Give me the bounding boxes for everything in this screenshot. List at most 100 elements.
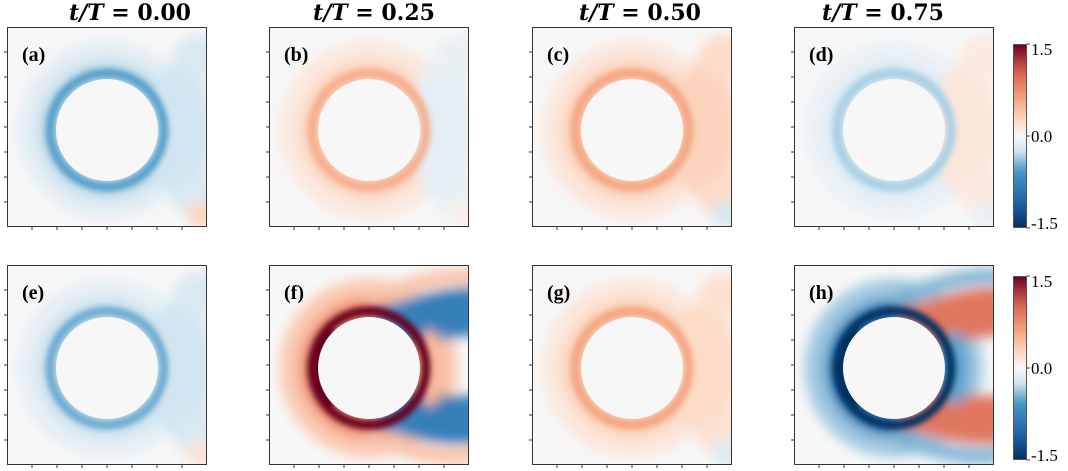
wake-upper-lobe	[894, 287, 994, 350]
panel-field	[794, 265, 994, 465]
cylinder	[843, 79, 945, 181]
panel-frame	[532, 265, 732, 465]
panel-field	[7, 27, 207, 227]
cylinder	[318, 79, 420, 181]
colorbar-top-min-label: -1.5	[1031, 214, 1058, 233]
panel-a	[4, 27, 207, 230]
colorbar-gradient	[1013, 276, 1027, 460]
panel-label-h: (h)	[809, 282, 834, 304]
panel-c	[529, 27, 732, 230]
wake-corner-upper	[173, 35, 207, 79]
colorbar-frame	[1013, 276, 1027, 460]
wake-corner-upper	[435, 35, 469, 79]
wake-corner-spot	[187, 439, 207, 465]
panel-label-e: (e)	[22, 282, 45, 304]
cylinder	[56, 79, 158, 181]
wake-corner-upper	[960, 35, 994, 79]
panel-e	[4, 265, 207, 468]
panel-h	[791, 265, 994, 468]
panel-label-a: (a)	[22, 44, 46, 66]
wake-corner-spot	[974, 201, 994, 227]
column-title-2: t/T = 0.25	[313, 0, 435, 26]
cylinder-boundary-layer	[832, 306, 956, 430]
panel-label-d: (d)	[809, 44, 834, 66]
colorbar-top-mid-label: 0.0	[1031, 127, 1053, 146]
axis-ticks	[266, 51, 445, 230]
axis-ticks	[791, 51, 970, 230]
wake-lower-lobe	[894, 386, 994, 445]
panel-label-c: (c)	[547, 44, 570, 66]
panel-frame	[269, 27, 469, 227]
cylinder-ring	[570, 306, 694, 430]
cylinder-ring	[307, 68, 431, 192]
colorbar-top-max-label: 1.5	[1031, 40, 1053, 59]
wake-upper-lobe	[369, 287, 469, 350]
wake-corner-spot	[449, 201, 469, 227]
cylinder	[581, 79, 683, 181]
panel-frame	[7, 27, 207, 227]
axis-ticks	[266, 289, 445, 468]
cylinder-boundary-layer	[570, 68, 694, 192]
wake-corner-spot	[187, 201, 207, 227]
panel-field	[532, 265, 732, 465]
cylinder-boundary-layer	[45, 306, 169, 430]
column-title-3: t/T = 0.50	[579, 0, 701, 26]
wake-lower-lobe	[369, 386, 469, 445]
wake-corner-upper	[698, 273, 732, 317]
wake-region	[673, 60, 732, 200]
panel-g	[529, 265, 732, 468]
axis-ticks	[4, 289, 183, 468]
panel-frame	[794, 265, 994, 465]
cylinder-boundary-layer	[570, 306, 694, 430]
column-title-1: t/T = 0.00	[69, 0, 191, 26]
cylinder-boundary-layer	[832, 68, 956, 192]
panel-field	[532, 27, 732, 227]
panel-frame	[794, 27, 994, 227]
panel-field	[7, 265, 207, 465]
cylinder-ring	[45, 68, 169, 192]
panel-label-b: (b)	[284, 44, 309, 66]
wake-upper-shear	[369, 268, 469, 307]
wake-corner-spot	[712, 439, 732, 465]
axis-ticks	[4, 51, 183, 230]
panel-frame	[269, 265, 469, 465]
panel-d	[791, 27, 994, 230]
wake-corner-upper	[173, 273, 207, 317]
column-title-4: t/T = 0.75	[822, 0, 944, 26]
wake-region	[673, 298, 732, 438]
colorbar-top	[1013, 43, 1030, 229]
cylinder	[56, 317, 158, 419]
cylinder	[318, 317, 420, 419]
axis-ticks	[529, 289, 708, 468]
wake-upper-shear	[894, 268, 994, 307]
colorbar-bottom	[1013, 275, 1030, 461]
panel-frame	[7, 265, 207, 465]
wake-region	[935, 60, 994, 200]
panel-field	[269, 27, 469, 227]
panel-field	[794, 27, 994, 227]
panel-b	[266, 27, 469, 230]
colorbar-frame	[1013, 44, 1027, 228]
cylinder-ring	[45, 306, 169, 430]
colorbar-bottom-mid-label: 0.0	[1031, 359, 1053, 378]
cylinder-boundary-layer	[307, 306, 431, 430]
panel-frame	[532, 27, 732, 227]
panel-field	[269, 265, 469, 465]
wake-lower-shear	[894, 429, 994, 464]
wake-region	[148, 298, 207, 438]
colorbar-gradient	[1013, 44, 1027, 228]
axis-ticks	[791, 289, 970, 468]
wake-region	[410, 60, 469, 200]
cylinder-ring	[832, 68, 956, 192]
axis-ticks	[529, 51, 708, 230]
wake-corner-spot	[712, 201, 732, 227]
wake-corner-upper	[698, 35, 732, 79]
colorbar-bottom-min-label: -1.5	[1031, 446, 1058, 465]
cylinder-ring	[570, 68, 694, 192]
panel-f	[266, 265, 469, 468]
wake-region	[148, 60, 207, 200]
wake-lower-shear	[369, 429, 469, 464]
cylinder-boundary-layer	[45, 68, 169, 192]
cylinder	[581, 317, 683, 419]
